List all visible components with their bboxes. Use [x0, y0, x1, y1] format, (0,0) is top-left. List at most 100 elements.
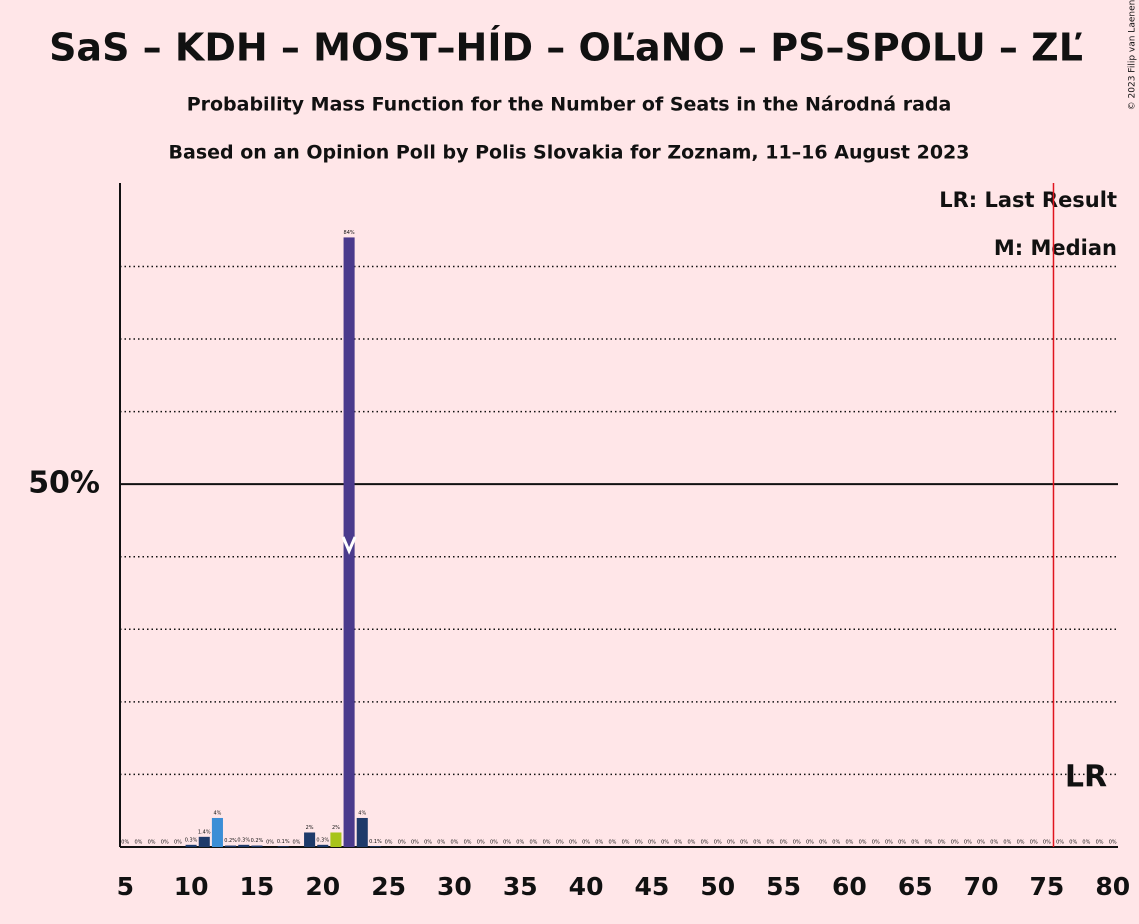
x-tick-label: 25 [371, 872, 406, 901]
value-label: 0% [635, 840, 643, 846]
x-tick-label: 60 [832, 872, 867, 901]
value-label: 0% [832, 840, 840, 846]
value-label: 0% [1069, 840, 1077, 846]
value-label: 0% [437, 840, 445, 846]
value-label: 0% [411, 840, 419, 846]
value-label: 0% [385, 840, 393, 846]
value-label: 0% [266, 840, 274, 846]
value-label: 0% [990, 840, 998, 846]
value-label: 0% [398, 840, 406, 846]
x-tick-label: 45 [635, 872, 670, 901]
value-label: 0% [529, 840, 537, 846]
bar [317, 844, 329, 847]
value-label: 0% [885, 840, 893, 846]
subtitle: Based on an Opinion Poll by Polis Slovak… [169, 142, 970, 164]
value-label: 0.1% [277, 839, 290, 845]
value-label: 0.2% [251, 838, 264, 844]
value-label: 0% [424, 840, 432, 846]
value-label: 0% [872, 840, 880, 846]
bar [343, 237, 355, 848]
value-label: 0.3% [185, 837, 198, 843]
x-tick-label: 35 [503, 872, 538, 901]
value-label: 0% [977, 840, 985, 846]
value-label: 0% [753, 840, 761, 846]
value-label: 0% [1003, 840, 1011, 846]
y-tick-label: 50% [28, 466, 100, 501]
x-tick-label: 55 [766, 872, 801, 901]
value-label: 0% [464, 840, 472, 846]
bar [356, 817, 368, 847]
value-label: 0% [1043, 840, 1051, 846]
x-tick-label: 65 [898, 872, 933, 901]
value-label: 0% [951, 840, 959, 846]
bar [304, 832, 316, 847]
value-label: 0% [1082, 840, 1090, 846]
bar [185, 844, 197, 847]
value-label: 0% [806, 840, 814, 846]
bar [277, 846, 289, 847]
value-label: 0% [556, 840, 564, 846]
value-label: 0% [503, 840, 511, 846]
x-tick-label: 75 [1030, 872, 1065, 901]
subtitle: Probability Mass Function for the Number… [187, 94, 952, 116]
bar [369, 846, 381, 847]
x-tick-label: 20 [305, 872, 340, 901]
value-label: 1.4% [198, 829, 211, 835]
bar [330, 832, 342, 847]
bar [238, 844, 250, 847]
value-label: 0% [595, 840, 603, 846]
value-label: 0% [1096, 840, 1104, 846]
x-tick-label: 15 [240, 872, 275, 901]
value-label: 0% [543, 840, 551, 846]
value-label: 0% [845, 840, 853, 846]
value-label: 0% [622, 840, 630, 846]
value-label: 0% [964, 840, 972, 846]
bar [198, 836, 210, 847]
value-label: 0% [1109, 840, 1117, 846]
value-label: 0% [780, 840, 788, 846]
x-tick-label: 30 [437, 872, 472, 901]
value-label: 0% [714, 840, 722, 846]
value-label: 0% [292, 840, 300, 846]
bar [211, 817, 223, 847]
value-label: 0% [608, 840, 616, 846]
value-label: 4% [213, 810, 221, 816]
value-label: 0% [490, 840, 498, 846]
value-label: 0% [477, 840, 485, 846]
value-label: 0% [687, 840, 695, 846]
value-label: 0.3% [316, 837, 329, 843]
value-label: 0% [1056, 840, 1064, 846]
value-label: 0.3% [237, 837, 250, 843]
value-label: 4% [358, 810, 366, 816]
value-label: 0.2% [224, 838, 237, 844]
value-label: 0% [134, 840, 142, 846]
value-label: 0% [938, 840, 946, 846]
legend-entry: LR: Last Result [939, 188, 1117, 212]
x-tick-label: 80 [1095, 872, 1130, 901]
value-label: 0% [161, 840, 169, 846]
value-label: 0% [766, 840, 774, 846]
value-label: 2% [306, 825, 314, 831]
median-marker [341, 536, 357, 555]
value-label: 0.1% [369, 839, 382, 845]
value-label: 0% [582, 840, 590, 846]
x-tick-label: 10 [174, 872, 209, 901]
value-label: 0% [1030, 840, 1038, 846]
x-tick-label: 70 [964, 872, 999, 901]
value-label: 0% [648, 840, 656, 846]
legend-entry: M: Median [994, 236, 1117, 260]
x-tick-label: 5 [117, 872, 134, 901]
value-label: 0% [1017, 840, 1025, 846]
value-label: 0% [859, 840, 867, 846]
value-label: 84% [344, 230, 355, 236]
last-result-label: LR [1065, 760, 1107, 795]
value-label: 0% [174, 840, 182, 846]
value-label: 0% [727, 840, 735, 846]
bar [251, 845, 263, 847]
value-label: 0% [924, 840, 932, 846]
value-label: 0% [569, 840, 577, 846]
value-label: 0% [661, 840, 669, 846]
copyright: © 2023 Filip van Laenen [1128, 0, 1138, 110]
value-label: 0% [121, 840, 129, 846]
